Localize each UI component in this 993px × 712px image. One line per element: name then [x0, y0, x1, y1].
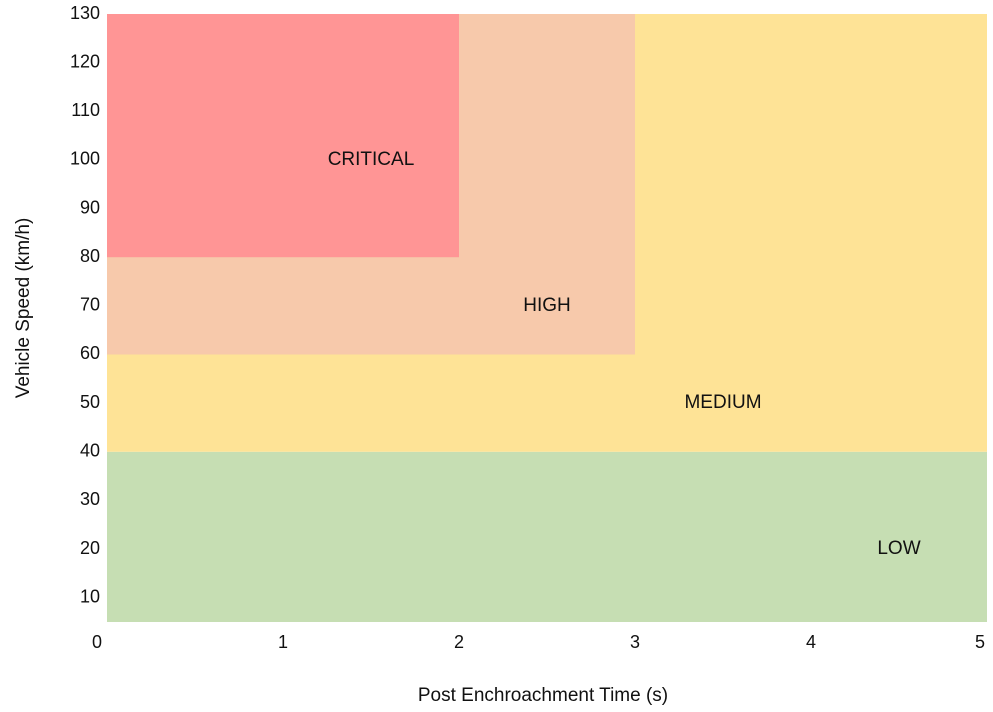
y-tick-label: 110	[71, 100, 100, 120]
y-tick-label: 80	[80, 246, 100, 266]
zone-label-low: LOW	[877, 538, 920, 559]
y-tick-label: 100	[70, 149, 100, 169]
zone-critical	[107, 14, 459, 258]
zone-label-medium: MEDIUM	[684, 392, 761, 413]
y-tick-label: 20	[80, 538, 100, 558]
zone-labels-layer: LOW MEDIUM HIGH CRITICAL	[328, 149, 921, 559]
x-tick-label: 1	[278, 632, 288, 652]
zone-label-high: HIGH	[523, 295, 571, 316]
y-tick-label: 120	[70, 51, 100, 71]
y-tick-label: 60	[80, 343, 100, 363]
y-axis-ticks: 10 20 30 40 50 60 70 80 90 100 110 120 130	[70, 3, 100, 607]
y-tick-label: 30	[80, 489, 100, 509]
zones-layer	[107, 14, 987, 622]
y-tick-label: 50	[80, 392, 100, 412]
x-tick-label: 2	[454, 632, 464, 652]
y-tick-label: 90	[80, 197, 100, 217]
x-tick-label: 4	[806, 632, 816, 652]
y-tick-label: 70	[80, 295, 100, 315]
x-tick-label: 5	[975, 632, 985, 652]
y-tick-label: 130	[70, 3, 100, 23]
x-axis-ticks: 0 1 2 3 4 5	[92, 632, 985, 652]
zone-low	[107, 451, 987, 622]
y-tick-label: 40	[80, 441, 100, 461]
y-tick-label: 10	[80, 586, 100, 606]
y-axis-title: Vehicle Speed (km/h)	[13, 218, 34, 399]
x-tick-label: 3	[630, 632, 640, 652]
zone-label-critical: CRITICAL	[328, 149, 415, 170]
x-axis-title: Post Enchroachment Time (s)	[418, 685, 668, 706]
x-tick-label: 0	[92, 632, 102, 652]
